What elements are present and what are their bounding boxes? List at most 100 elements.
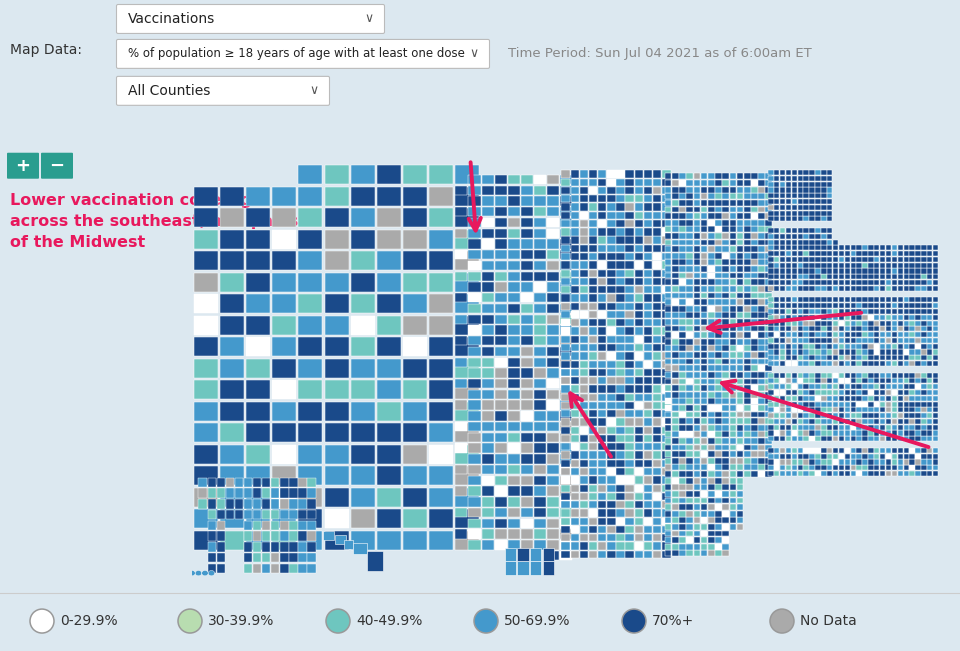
Bar — [774, 182, 780, 187]
Bar — [765, 339, 772, 344]
Bar — [455, 230, 479, 249]
Bar — [730, 292, 736, 298]
Bar — [598, 484, 607, 492]
Bar — [635, 419, 643, 426]
Bar — [664, 279, 671, 285]
Bar — [827, 413, 832, 418]
Bar — [607, 493, 615, 500]
Bar — [809, 454, 815, 459]
Bar — [827, 338, 832, 343]
Bar — [598, 336, 607, 343]
Bar — [722, 279, 729, 285]
Bar — [662, 352, 670, 359]
Bar — [722, 398, 729, 404]
Bar — [758, 392, 765, 398]
Bar — [792, 303, 797, 309]
Bar — [547, 314, 559, 324]
Bar — [715, 326, 722, 331]
Bar — [280, 510, 289, 519]
Bar — [839, 413, 844, 418]
Bar — [273, 316, 297, 335]
Bar — [815, 182, 821, 187]
Bar — [804, 320, 809, 326]
Bar — [804, 384, 809, 389]
Bar — [521, 433, 533, 442]
Bar — [922, 448, 926, 453]
Bar — [262, 488, 271, 498]
Bar — [570, 385, 579, 393]
Bar — [708, 531, 714, 536]
Bar — [598, 419, 607, 426]
Bar — [768, 274, 774, 279]
Bar — [868, 424, 874, 430]
Bar — [662, 377, 670, 384]
Bar — [580, 229, 588, 236]
Bar — [927, 471, 932, 476]
Bar — [588, 451, 597, 459]
Bar — [626, 477, 634, 484]
Bar — [927, 460, 932, 465]
Bar — [570, 236, 579, 243]
Bar — [786, 448, 791, 453]
Bar — [468, 486, 481, 496]
Bar — [839, 430, 844, 436]
Bar — [494, 454, 507, 464]
Bar — [892, 274, 898, 279]
Bar — [273, 294, 297, 313]
Bar — [915, 245, 921, 251]
Bar — [607, 311, 615, 318]
Bar — [736, 425, 743, 430]
Bar — [833, 454, 838, 459]
Bar — [821, 430, 827, 436]
Bar — [547, 497, 559, 506]
Bar — [765, 359, 772, 365]
Bar — [922, 408, 926, 413]
Bar — [768, 176, 774, 181]
Bar — [815, 199, 821, 204]
Bar — [874, 309, 879, 314]
Bar — [708, 346, 714, 352]
Bar — [672, 445, 679, 450]
Bar — [903, 355, 909, 361]
Bar — [672, 273, 679, 279]
Bar — [845, 424, 850, 430]
Bar — [833, 326, 838, 331]
Bar — [672, 332, 679, 338]
Bar — [588, 435, 597, 442]
Bar — [199, 478, 207, 487]
Bar — [909, 344, 915, 349]
Bar — [289, 564, 298, 573]
Bar — [821, 268, 827, 273]
Bar — [534, 186, 546, 195]
Bar — [892, 262, 898, 268]
Bar — [933, 378, 938, 383]
Bar — [786, 320, 791, 326]
Bar — [468, 186, 481, 195]
Bar — [686, 233, 693, 239]
Bar — [880, 430, 885, 436]
Bar — [927, 274, 932, 279]
Bar — [534, 433, 546, 442]
Bar — [542, 547, 554, 561]
Bar — [922, 384, 926, 389]
Bar — [851, 465, 856, 470]
Bar — [922, 430, 926, 436]
Bar — [482, 379, 493, 389]
Bar — [672, 378, 679, 384]
Bar — [508, 422, 519, 432]
Bar — [377, 531, 401, 549]
Bar — [792, 210, 797, 215]
Bar — [768, 268, 774, 273]
Bar — [686, 180, 693, 186]
Bar — [217, 542, 225, 551]
Bar — [271, 499, 279, 508]
Bar — [736, 478, 743, 484]
Bar — [672, 497, 679, 503]
Bar — [798, 361, 803, 366]
Bar — [868, 303, 874, 309]
Bar — [626, 319, 634, 326]
Bar — [635, 344, 643, 352]
Bar — [664, 352, 671, 358]
Bar — [217, 488, 225, 498]
Bar — [851, 286, 856, 291]
